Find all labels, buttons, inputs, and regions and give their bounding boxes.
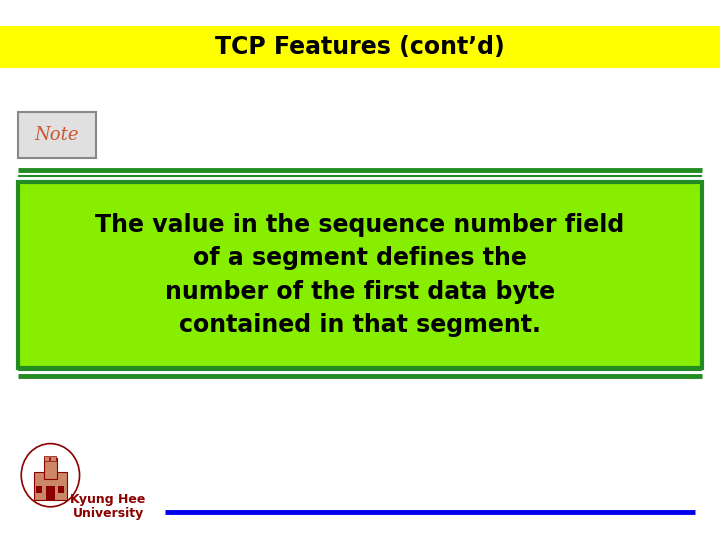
Bar bbox=[36, 487, 42, 492]
Text: The value in the sequence number field
of a segment defines the
number of the fi: The value in the sequence number field o… bbox=[95, 213, 625, 338]
Bar bbox=[46, 486, 55, 500]
FancyBboxPatch shape bbox=[18, 182, 702, 368]
Bar bbox=[50, 456, 55, 461]
Bar bbox=[58, 487, 64, 492]
Bar bbox=[44, 456, 49, 461]
FancyBboxPatch shape bbox=[18, 112, 96, 158]
Text: TCP Features (cont’d): TCP Features (cont’d) bbox=[215, 35, 505, 59]
Bar bbox=[35, 472, 67, 500]
Text: Note: Note bbox=[35, 126, 79, 144]
Text: University: University bbox=[73, 508, 143, 521]
Bar bbox=[0, 26, 720, 68]
Bar bbox=[44, 457, 57, 478]
Text: Kyung Hee: Kyung Hee bbox=[71, 494, 145, 507]
